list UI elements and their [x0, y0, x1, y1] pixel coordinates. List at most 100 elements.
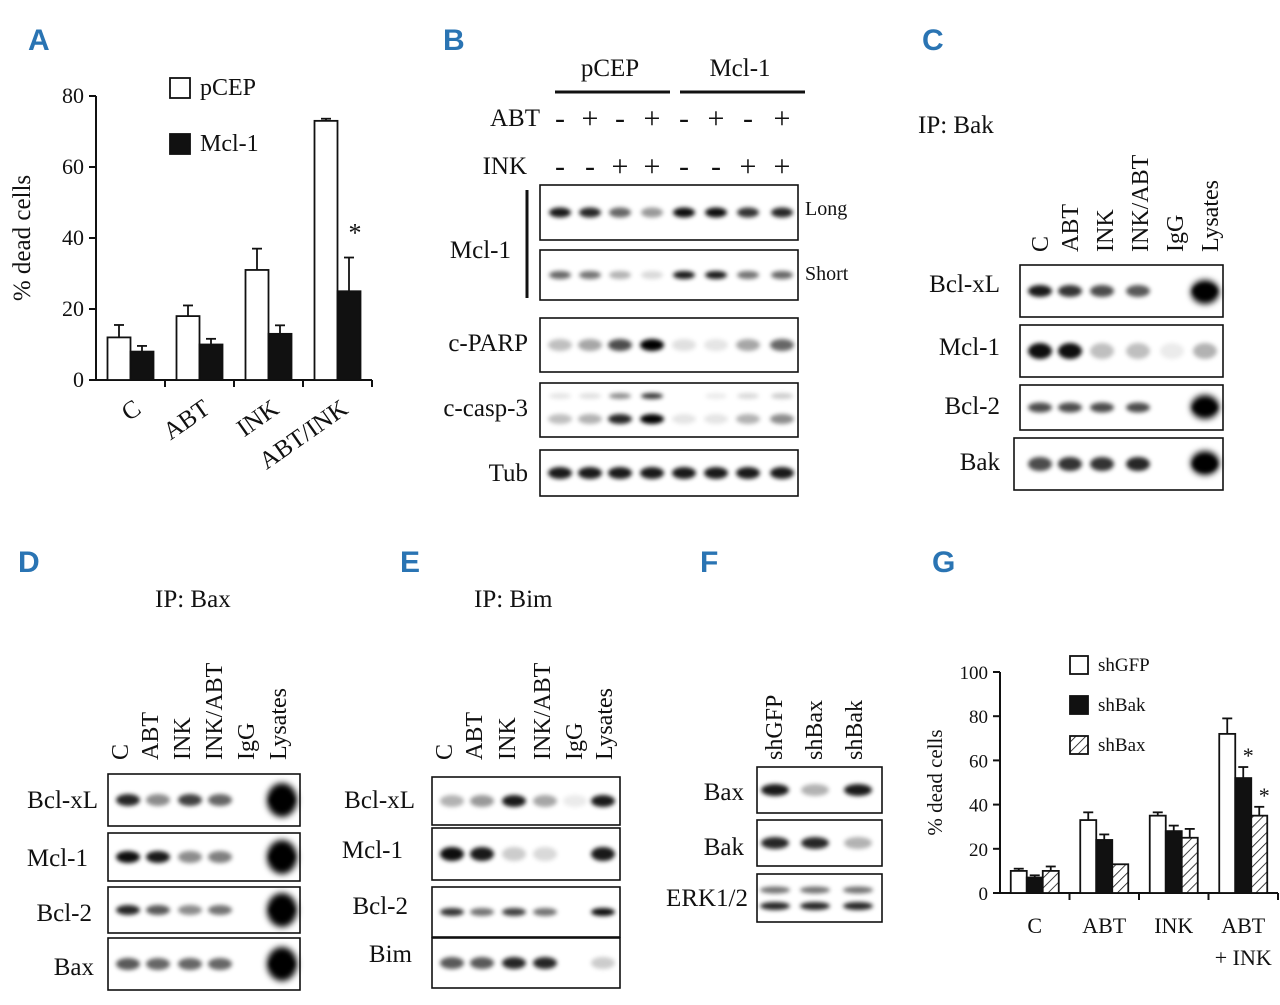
band — [737, 271, 759, 279]
band — [761, 837, 789, 849]
band — [470, 908, 494, 916]
band — [844, 837, 872, 849]
bar-shgfp — [1218, 732, 1237, 894]
lane-label: INK/ABT — [1128, 154, 1154, 252]
band — [440, 957, 464, 969]
x-category-label: ABT — [1082, 913, 1127, 938]
band — [533, 795, 557, 807]
band — [705, 393, 727, 399]
band — [736, 467, 760, 479]
band — [116, 851, 140, 863]
panel-d-title: IP: Bax — [155, 586, 231, 613]
band — [771, 207, 793, 218]
band — [705, 207, 727, 218]
y-tick-label: 80 — [969, 707, 988, 728]
blot-label-bclxl: Bcl-xL — [929, 271, 1000, 298]
blot-label-bak: Bak — [704, 834, 745, 861]
treatment-sign: + — [774, 102, 791, 135]
lane-label: C — [432, 744, 458, 760]
band — [771, 271, 793, 279]
band — [1090, 457, 1114, 471]
blot-label-bax: Bax — [54, 954, 95, 981]
treatment-signs: - + - + - + - +- - + + - - + + — [555, 102, 790, 183]
blot-label-mcl1: Mcl-1 — [450, 237, 511, 264]
legend-label-shbax: shBax — [1098, 735, 1146, 756]
band — [800, 886, 830, 894]
bar-pcep — [313, 119, 339, 381]
lane-label: C — [1028, 236, 1054, 252]
bar-shbak — [1095, 839, 1114, 894]
blot-label-bclxl: Bcl-xL — [27, 787, 98, 814]
band — [844, 784, 872, 796]
panel-c-blots — [1013, 264, 1224, 491]
lane-label: ABT — [462, 712, 488, 760]
band — [208, 905, 232, 915]
lane-label: C — [108, 744, 134, 760]
x-category-label: C — [117, 395, 146, 427]
band — [673, 207, 695, 218]
band — [1191, 395, 1219, 419]
blot-box — [539, 184, 799, 241]
panel-c-lane-labels: C ABT INK INK/ABT IgG Lysates — [1028, 154, 1224, 252]
panel-e: E IP: Bim C ABT INK INK/ABT IgG Lysates Bcl-x… — [342, 546, 621, 989]
band — [178, 958, 202, 970]
band — [705, 271, 727, 279]
lane-label: shBak — [842, 700, 868, 760]
band — [609, 207, 631, 218]
panel-c: C IP: Bak C ABT INK INK/ABT IgG Lysates Bcl-x… — [918, 24, 1224, 491]
band — [178, 905, 202, 915]
bar-mcl-1 — [198, 343, 224, 381]
band — [1191, 280, 1219, 304]
significance-star: * — [1259, 783, 1270, 808]
legend-swatch-mcl-1 — [169, 133, 191, 155]
bar-shbax — [1180, 836, 1199, 894]
treatment-sign: + — [708, 102, 725, 135]
band — [1058, 457, 1082, 471]
x-category-label: INK — [232, 395, 284, 443]
y-axis-label: % dead cells — [923, 729, 947, 835]
band — [1090, 402, 1114, 413]
band — [1191, 451, 1219, 475]
band — [672, 339, 696, 351]
panel-a-letter: A — [28, 24, 50, 57]
blot-label-bcl2: Bcl-2 — [944, 393, 1000, 420]
treatment-sign: - — [615, 102, 625, 135]
band — [1160, 343, 1184, 359]
treatment-sign: - — [585, 150, 595, 183]
band — [843, 886, 873, 894]
bar-shbax — [1041, 870, 1060, 894]
legend-swatch-shbak — [1069, 695, 1089, 715]
band — [549, 271, 571, 279]
blot-label-ccasp3: c-casp-3 — [443, 395, 528, 422]
legend-swatch-shgfp — [1069, 655, 1089, 675]
bar-mcl-1 — [336, 290, 362, 381]
blot-label-mcl1: Mcl-1 — [27, 845, 88, 872]
band — [502, 957, 526, 969]
band — [770, 339, 794, 351]
lane-label: Lysates — [266, 688, 292, 760]
band — [146, 905, 170, 915]
band — [533, 957, 557, 969]
x-category-label: ABT — [1221, 913, 1266, 938]
band — [1126, 457, 1150, 471]
band — [578, 414, 602, 424]
band — [800, 902, 830, 910]
panel-d-lane-labels: C ABT INK INK/ABT IgG Lysates — [108, 662, 292, 760]
blot-label-bax: Bax — [704, 779, 745, 806]
band — [640, 339, 664, 351]
band — [1090, 285, 1114, 297]
panel-d: D IP: Bax C ABT INK INK/ABT IgG Lysates Bcl-x… — [18, 546, 301, 991]
band — [440, 795, 464, 807]
treatment-sign: - — [679, 150, 689, 183]
x-category-sublabel: + INK — [1215, 945, 1272, 970]
band — [760, 902, 790, 910]
bar-shbax — [1250, 814, 1269, 894]
band — [470, 847, 494, 861]
band — [736, 414, 760, 424]
band — [608, 414, 632, 424]
legend-swatch-pcep — [169, 77, 191, 99]
legend-label-shbak: shBak — [1098, 695, 1146, 716]
lane-label: Lysates — [1198, 180, 1224, 252]
treatment-sign: - — [555, 102, 565, 135]
